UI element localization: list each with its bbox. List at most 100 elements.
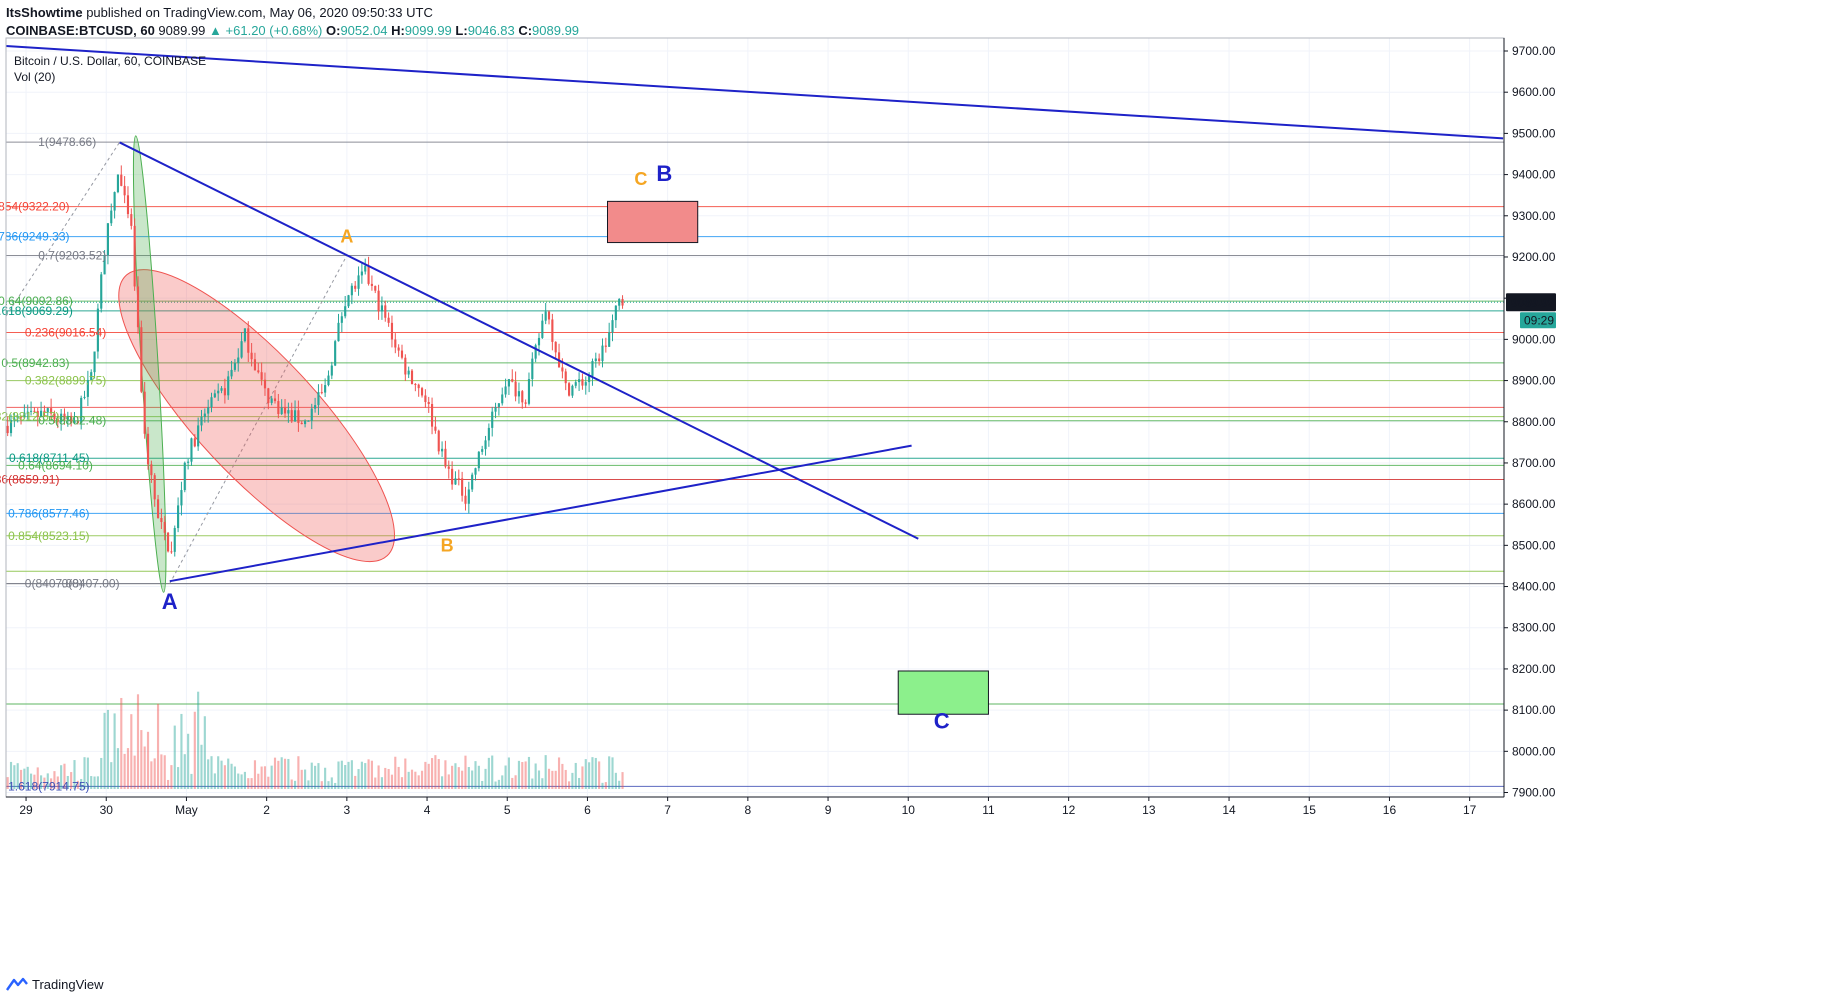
candle-body [304,420,307,425]
volume-bar [588,762,591,789]
volume-bar [223,765,226,789]
candle-body [280,407,283,415]
symbol-label[interactable]: COINBASE:BTCUSD, 60 [6,23,155,38]
candle-body [568,383,571,396]
candle-body [484,440,487,450]
author-name[interactable]: ItsShowtime [6,5,83,20]
volume-indicator-label[interactable]: Vol (20) [14,70,55,84]
candle-body [598,358,601,362]
pattern-ellipse[interactable] [82,234,431,596]
candle-body [511,379,514,382]
volume-bar [177,767,180,789]
trendline-descending[interactable] [119,141,919,540]
time-axis[interactable]: 29 30 May 2 3 4 5 6 7 8 9 10 11 12 13 14 15 16 17 [19,797,1477,817]
volume-bar [183,754,186,789]
price-tick-label: 9500.00 [1512,126,1556,140]
volume-bar [210,756,213,789]
volume-bar [608,756,611,789]
volume-bar [531,778,534,789]
volume-bar [96,776,99,789]
volume-bar [511,777,514,789]
volume-bar [380,777,384,789]
target-zone[interactable] [897,670,989,715]
volume-bar [167,779,170,789]
trendline-upper[interactable] [5,45,1504,140]
candle-body [160,517,163,523]
candle-body [574,382,577,386]
volume-bar [340,760,343,789]
volume-bar [374,777,377,789]
pattern-ellipses[interactable] [82,135,431,596]
volume-bar [300,769,303,789]
volume-bar [240,774,243,789]
publish-line: ItsShowtime published on TradingView.com… [6,4,579,22]
candle-body [143,391,146,434]
candle-body [537,337,541,346]
publish-info: published on TradingView.com, May 06, 20… [82,5,433,20]
candle-body [337,322,340,342]
volume-bar [197,691,200,789]
volume-bar [293,780,297,789]
candle-body [618,299,621,306]
price-axis[interactable]: 9700.00 9600.00 9500.00 9400.00 9300.00 9200.… [1504,44,1556,800]
candle-body [494,406,497,412]
volume-bar [90,776,93,789]
time-tick-label: 8 [745,803,752,817]
volume-bar [434,755,437,789]
volume-bar [521,762,524,789]
wave-label: A [162,589,178,614]
volume-bar [578,777,581,789]
volume-bar [504,765,507,789]
candle-body [227,376,230,396]
volume-bar [63,763,66,789]
price-tick-label: 8800.00 [1512,415,1556,429]
volume-bar [501,775,504,789]
time-tick-label: 14 [1222,803,1236,817]
candle-body [273,398,277,402]
wave-label: C [934,709,950,734]
volume-bar [150,761,153,789]
candle-body [26,411,29,413]
target-zone[interactable] [607,200,699,244]
volume-bar [26,766,29,789]
volume-bar [487,757,490,789]
candle-body [243,328,246,342]
fib-level-label: 1(9478.66) [38,135,96,149]
candle-body [441,448,444,452]
volume-bar [317,763,320,789]
candle-body [130,214,133,226]
candle-body [233,363,236,370]
tradingview-footer[interactable]: TradingView [6,976,104,992]
candle-body [16,416,19,419]
volume-bar [390,774,394,789]
volume-bar [357,769,360,789]
target-zones[interactable] [607,200,989,715]
volume-bar [227,758,230,789]
candle-body [203,413,206,417]
price-tick-label: 8100.00 [1512,703,1556,717]
volume-bar [594,757,597,789]
volume-bar [247,778,250,789]
volume-bar [484,768,487,789]
volume-bar [200,744,203,789]
volume-bar [100,757,103,789]
candle-body [347,295,350,307]
candle-body [250,352,253,360]
volume-bar [187,733,190,789]
candle-body [374,285,377,291]
volume-bar [467,767,470,789]
volume-bar [337,761,340,789]
candle-body [521,391,524,403]
candle-body [561,367,564,372]
candle-body [156,499,160,518]
candle-body [240,341,243,358]
volume-bar [76,780,79,789]
volume-bar [23,768,26,789]
open-value: 9052.04 [340,23,388,38]
trendline-ascending[interactable] [169,444,912,583]
fib-level-label: 0.236(9016.54) [25,326,106,340]
volume-bar [324,767,327,789]
price-tick-label: 8000.00 [1512,744,1556,758]
trendlines[interactable] [5,45,1504,583]
